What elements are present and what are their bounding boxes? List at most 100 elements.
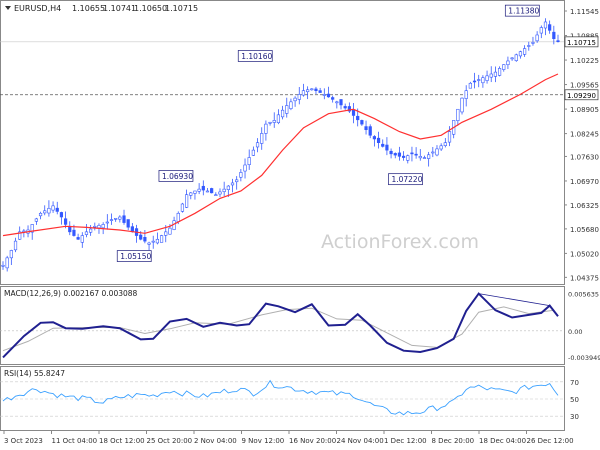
candle-body <box>347 106 351 112</box>
price-tick-label: 1.08905 <box>570 106 599 114</box>
candle-body <box>18 231 22 240</box>
candle-body <box>9 250 13 259</box>
candle-body <box>89 228 93 233</box>
candle-body <box>397 152 402 157</box>
price-tick-label: 1.05680 <box>570 226 599 234</box>
price-tick-label: 1.06325 <box>570 202 599 210</box>
candle-body <box>51 205 55 211</box>
candle-body <box>38 212 43 217</box>
macd-divergence-line <box>478 293 550 306</box>
dropdown-triangle-icon[interactable] <box>5 6 11 10</box>
time-tick-label: 8 Dec 20:00 <box>432 437 475 445</box>
candle-body <box>510 57 514 60</box>
symbol-label: EURUSD,H4 <box>14 4 61 13</box>
candle-body <box>155 238 159 244</box>
candle-body <box>489 73 493 78</box>
peak-label-box <box>116 250 152 262</box>
moving-average-line <box>2 73 559 237</box>
candle-body <box>101 224 105 229</box>
candle-body <box>523 48 527 55</box>
support-level-box <box>564 89 599 101</box>
time-tick-label: 1 Dec 12:00 <box>384 437 427 445</box>
candle-body <box>427 154 431 159</box>
price-tick-label: 1.04375 <box>570 274 599 282</box>
candle-body <box>410 152 414 155</box>
candle-body <box>297 94 301 100</box>
candle-body <box>443 142 447 146</box>
candle-body <box>30 224 34 233</box>
candle-body <box>314 88 318 91</box>
peak-labels: 1.11380 1.10160 1.07220 1.06930 1.05150 <box>116 4 540 262</box>
candle-body <box>280 109 285 118</box>
rsi-panel-frame <box>0 366 565 431</box>
price-axis: 1.115451.108851.102251.095651.089051.082… <box>564 8 599 282</box>
macd-tick-label: -0.003949 <box>568 354 600 362</box>
candle-body <box>126 219 130 228</box>
candle-body <box>247 157 251 165</box>
candle-body <box>105 221 109 224</box>
candle-body <box>531 42 535 44</box>
candle-body <box>235 179 239 183</box>
candle-body <box>76 237 80 240</box>
candle-body <box>468 82 472 89</box>
candle-body <box>422 157 427 159</box>
candle-body <box>97 225 101 229</box>
candle-body <box>381 143 385 147</box>
candle-body <box>193 190 197 194</box>
candle-body <box>230 182 235 186</box>
candle-body <box>543 21 548 29</box>
rsi-tick-label: 70 <box>570 379 579 387</box>
candle-body <box>293 97 297 102</box>
candle-body <box>364 126 368 130</box>
candle-body <box>389 150 393 155</box>
price-levels: 1.09290 1.10715 <box>0 36 599 101</box>
candle-body <box>168 227 172 235</box>
candle-body <box>1 264 5 267</box>
candle-body <box>368 126 372 136</box>
peak-label-box <box>237 50 273 62</box>
candle-body <box>243 164 247 172</box>
macd-label: MACD(12,26,9) 0.002167 0.003088 <box>4 289 138 298</box>
rsi-label: RSI(14) 55.8247 <box>4 369 65 378</box>
candle-body <box>418 156 422 159</box>
rsi-tick-label: 50 <box>570 396 579 404</box>
candle-body <box>180 203 185 212</box>
candle-body <box>351 109 356 116</box>
ohlc-high: 1.10741 <box>103 4 136 13</box>
peak-label-box <box>504 4 540 17</box>
candle-body <box>185 194 189 208</box>
time-tick-label: 11 Oct 04:00 <box>52 437 98 445</box>
macd-signal-line <box>2 306 554 352</box>
time-axis: 3 Oct 2023 11 Oct 04:00 18 Oct 12:00 25 Oct… <box>3 431 574 445</box>
candle-body <box>114 217 118 220</box>
candle-body <box>214 194 218 197</box>
candle-body <box>506 60 510 66</box>
candle-body <box>5 257 9 269</box>
candle-body <box>502 64 506 70</box>
candle-body <box>310 88 314 91</box>
macd-axis: 0.005635 0.00 -0.003949 <box>0 290 600 362</box>
candle-body <box>59 212 64 218</box>
candle-body <box>552 31 556 39</box>
price-tick-label: 1.07630 <box>570 153 599 161</box>
candle-body <box>218 191 222 195</box>
candle-body <box>13 240 18 251</box>
macd-tick-label: 0.00 <box>568 328 582 336</box>
price-tick-label: 1.06970 <box>570 178 599 186</box>
candle-body <box>539 27 543 34</box>
watermark: ActionForex.com <box>321 231 479 253</box>
candle-body <box>289 101 293 109</box>
candle-body <box>477 79 481 81</box>
candle-body <box>63 218 68 225</box>
candle-body <box>335 101 339 104</box>
candle-body <box>301 90 306 96</box>
candle-body <box>222 188 226 192</box>
candle-body <box>464 90 468 99</box>
support-level-label: 1.09290 <box>567 92 596 100</box>
current-price-box <box>564 36 599 48</box>
candle-body <box>472 80 477 83</box>
candle-body <box>497 68 502 76</box>
candle-body <box>239 172 243 178</box>
peak-label-box <box>158 170 194 182</box>
